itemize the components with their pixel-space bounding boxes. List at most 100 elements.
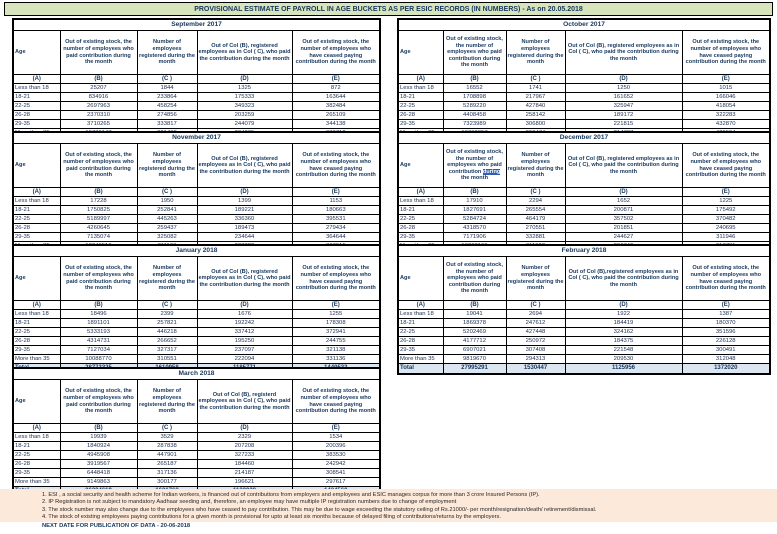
value-cell: 279434 [291,223,381,233]
age-cell: 18-21 [397,92,444,102]
column-letter: (D) [196,423,293,433]
column-letter: (C ) [136,187,198,197]
value-cell: 240695 [681,223,771,233]
age-cell: 29-35 [12,345,61,355]
column-letter: (A) [12,423,61,433]
age-cell: 26-28 [12,110,61,120]
value-cell: 427840 [505,101,566,111]
value-cell: 1844 [136,83,198,93]
column-letter: (C ) [505,300,566,310]
value-cell: 1153 [291,196,381,206]
age-cell: Less than 18 [12,196,61,206]
table-row: Less than 18 17228 1950 1399 1153 [12,196,381,206]
value-cell: 325082 [136,232,198,242]
table-row: More than 35 10088770 310551 222094 331136 [12,354,381,364]
value-cell: 1325 [196,83,293,93]
table-row: 18-21 1840924 287838 207208 200396 [12,441,381,451]
value-cell: 311946 [681,232,771,242]
column-header: Out of Col (B), registerd employees as i… [196,379,293,424]
column-header: Out of Col (B),registered employees as i… [564,256,683,301]
value-cell: 2294 [505,196,566,206]
age-cell: 29-35 [397,232,444,242]
value-cell: 175333 [196,92,293,102]
table-row: 18-21 1750825 252841 189221 180663 [12,205,381,215]
table-row: Less than 18 17910 2294 1652 1225 [397,196,771,206]
value-cell: 332881 [505,232,566,242]
column-header: Out of existing stock, the number of emp… [442,30,507,75]
value-cell: 364644 [291,232,381,242]
value-cell: 294313 [505,354,566,364]
table-month-title: October 2017 [397,18,771,31]
column-header: Number of employees registered during th… [505,143,566,188]
column-header: Number of employees registered during th… [136,256,198,301]
table-row: 22-25 5189997 445263 336360 395531 [12,214,381,224]
value-cell: 189473 [196,223,293,233]
value-cell: 418054 [681,101,771,111]
column-letter: (E) [291,300,381,310]
column-letter: (B) [59,300,138,310]
age-cell: 29-35 [12,232,61,242]
value-cell: 192242 [196,318,293,328]
table-month-title: November 2017 [12,131,381,144]
table-row: 18-21 1827691 265554 200871 175492 [397,205,771,215]
value-cell: 458254 [136,101,198,111]
table-row: More than 35 9149863 300177 196621 297617 [12,477,381,487]
value-cell: 161652 [564,92,683,102]
value-cell: 4945908 [59,450,138,460]
value-cell: 383530 [291,450,381,460]
value-cell: 307408 [505,345,566,355]
column-letter: (D) [196,300,293,310]
payroll-table: November 2017 Age Out of existing stock, t… [12,131,382,262]
value-cell: 308541 [291,468,381,478]
age-cell: More than 35 [12,354,61,364]
column-letter: (E) [291,423,381,433]
age-cell: Less than 18 [397,83,444,93]
value-cell: 297617 [291,477,381,487]
table-month-title: September 2017 [12,18,381,31]
total-row: Total 27995291 1530447 1125956 1372020 [397,363,771,375]
column-header: Out of Col (B), registered employees as … [196,30,293,75]
table-row: 29-35 6448418 317136 214187 308541 [12,468,381,478]
value-cell: 5202469 [442,327,507,337]
column-letter: (A) [397,74,444,84]
table-row: 29-35 7135074 325082 234644 364644 [12,232,381,242]
table-row: 22-25 5202469 427448 324162 351596 [397,327,771,337]
value-cell: 247612 [505,318,566,328]
value-cell: 3710265 [59,119,138,129]
column-letter: (C ) [505,74,566,84]
value-cell: 265109 [291,110,381,120]
value-cell: 259437 [136,223,198,233]
column-letter: (C ) [136,74,198,84]
column-header: Age [397,30,444,75]
column-letter: (A) [397,300,444,310]
value-cell: 178308 [291,318,381,328]
footnote-2: 2. IP Registration is not subject to man… [42,499,457,506]
value-cell: 331136 [291,354,381,364]
value-cell: 447901 [136,450,198,460]
value-cell: 336360 [196,214,293,224]
value-cell: 7135074 [59,232,138,242]
value-cell: 325947 [564,101,683,111]
payroll-table: February 2018 Age Out of existing stock, t… [397,244,771,375]
value-cell: 1250 [564,83,683,93]
table-slot-march-2018: March 2018 Age Out of existing stock, the … [12,367,382,498]
table-row: 26-28 4314731 266652 195250 244755 [12,336,381,346]
payroll-table: September 2017 Age Out of existing stock, … [12,18,382,149]
value-cell: 234644 [196,232,293,242]
footnote-1: 1. ESI , a social security and health sc… [42,492,540,498]
column-letter: (A) [397,187,444,197]
value-cell: 287838 [136,441,198,451]
table-row: 18-21 1891101 257821 192242 178308 [12,318,381,328]
age-cell: 22-25 [12,327,61,337]
table-slot-february-2018: February 2018 Age Out of existing stock, t… [397,244,771,375]
column-letter: (C ) [505,187,566,197]
column-header: Out of existing stock, the number of emp… [291,256,381,301]
table-slot-january-2018: January 2018 Age Out of existing stock, th… [12,244,382,375]
value-cell: 175492 [681,205,771,215]
column-header: Out of existing stock, the number of emp… [442,256,507,301]
value-cell: 214187 [196,468,293,478]
value-cell: 445263 [136,214,198,224]
value-cell: 203259 [196,110,293,120]
column-header: Number of employees registered during th… [505,256,566,301]
value-cell: 7127034 [59,345,138,355]
